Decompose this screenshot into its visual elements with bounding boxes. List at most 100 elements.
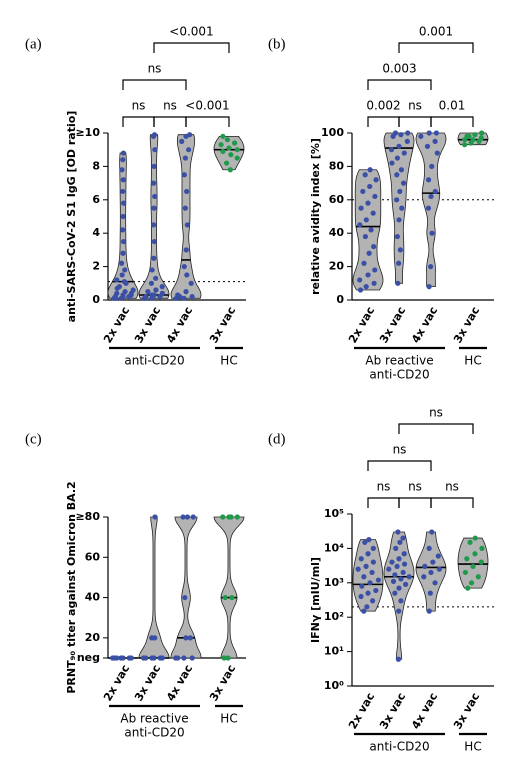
data-point xyxy=(425,177,432,183)
data-point xyxy=(370,210,376,216)
data-point xyxy=(119,260,125,266)
data-point xyxy=(432,138,438,144)
y-tick-label: 8 xyxy=(92,159,100,172)
data-point xyxy=(364,604,370,610)
data-point xyxy=(188,280,194,286)
violin xyxy=(138,134,170,299)
data-point xyxy=(421,574,427,580)
data-point xyxy=(372,193,378,200)
significance-label: ns xyxy=(377,480,391,494)
violin xyxy=(415,132,447,288)
group-label: HC xyxy=(220,712,237,726)
x-tick-label: 3x vac xyxy=(132,663,163,704)
panel-label: (a) xyxy=(25,36,42,52)
significance-label: ns xyxy=(429,406,443,420)
data-point xyxy=(222,594,228,601)
data-point xyxy=(365,200,371,206)
data-point xyxy=(114,285,120,291)
data-point xyxy=(122,289,128,295)
data-point xyxy=(372,267,378,273)
data-point xyxy=(475,574,481,580)
data-point xyxy=(120,655,126,661)
data-point xyxy=(432,580,438,586)
data-point xyxy=(467,539,473,545)
data-point xyxy=(472,132,478,138)
data-point xyxy=(396,217,402,223)
data-point xyxy=(113,295,119,301)
data-point xyxy=(157,294,163,300)
data-point xyxy=(396,556,402,562)
data-point xyxy=(395,529,401,535)
data-point xyxy=(396,143,402,149)
data-point xyxy=(389,160,395,166)
y-tick-label: 6 xyxy=(92,193,100,206)
data-point xyxy=(226,145,232,151)
data-point xyxy=(390,578,397,584)
data-point xyxy=(145,289,151,295)
data-point xyxy=(395,656,402,662)
data-point xyxy=(400,569,406,576)
data-point xyxy=(399,205,405,211)
data-point xyxy=(151,163,157,169)
y-tick-label: ≥10 xyxy=(75,126,100,139)
significance-label: <0.001 xyxy=(169,25,213,39)
x-tick-label: 3x vac xyxy=(207,663,238,704)
data-point xyxy=(180,514,186,520)
x-tick-label: 4x vac xyxy=(164,663,195,704)
significance-label: ns xyxy=(163,99,177,113)
data-point xyxy=(363,284,369,290)
x-tick-label: 3x vac xyxy=(451,305,482,346)
data-point xyxy=(361,608,367,614)
data-point xyxy=(128,290,134,296)
data-point xyxy=(355,566,361,572)
y-tick-label: 10¹ xyxy=(324,645,344,658)
y-tick-label: 80 xyxy=(329,159,345,172)
significance-bracket xyxy=(185,116,230,127)
data-point xyxy=(464,556,470,562)
violin xyxy=(170,516,202,659)
group-label: HC xyxy=(464,740,481,754)
data-point xyxy=(120,177,126,183)
data-point xyxy=(367,580,373,586)
data-point xyxy=(432,188,438,195)
y-axis-label: relative avidity index [%] xyxy=(309,138,322,295)
data-point xyxy=(373,587,379,594)
data-point xyxy=(151,132,158,138)
data-point xyxy=(365,590,371,596)
data-point xyxy=(424,143,431,149)
x-tick-label: 4x vac xyxy=(409,305,440,346)
data-point xyxy=(153,275,159,281)
data-point xyxy=(220,148,226,154)
data-point xyxy=(234,155,240,161)
x-tick-label: 4x vac xyxy=(164,305,195,346)
data-point xyxy=(181,655,187,661)
data-point xyxy=(429,230,435,236)
data-point xyxy=(182,205,188,211)
group-label: HC xyxy=(464,354,481,368)
data-point xyxy=(466,133,472,139)
data-point xyxy=(362,233,368,240)
data-point xyxy=(394,155,401,161)
data-point xyxy=(151,238,157,245)
data-point xyxy=(120,294,126,300)
data-point xyxy=(367,183,373,190)
data-point xyxy=(398,132,404,138)
data-point xyxy=(149,292,155,298)
data-point xyxy=(394,563,400,569)
data-point xyxy=(429,529,435,535)
data-point xyxy=(400,535,406,541)
data-point xyxy=(183,289,189,295)
data-point xyxy=(361,574,367,580)
data-point xyxy=(149,267,155,273)
y-tick-label: 2 xyxy=(92,260,100,273)
significance-bracket xyxy=(122,79,187,90)
data-point xyxy=(220,133,226,139)
data-point xyxy=(406,574,412,580)
data-point xyxy=(401,551,407,557)
y-tick-label: 4 xyxy=(92,226,100,239)
data-point xyxy=(120,227,126,233)
data-point xyxy=(152,514,158,520)
data-point xyxy=(422,563,428,569)
x-tick-label: 3x vac xyxy=(207,305,238,346)
